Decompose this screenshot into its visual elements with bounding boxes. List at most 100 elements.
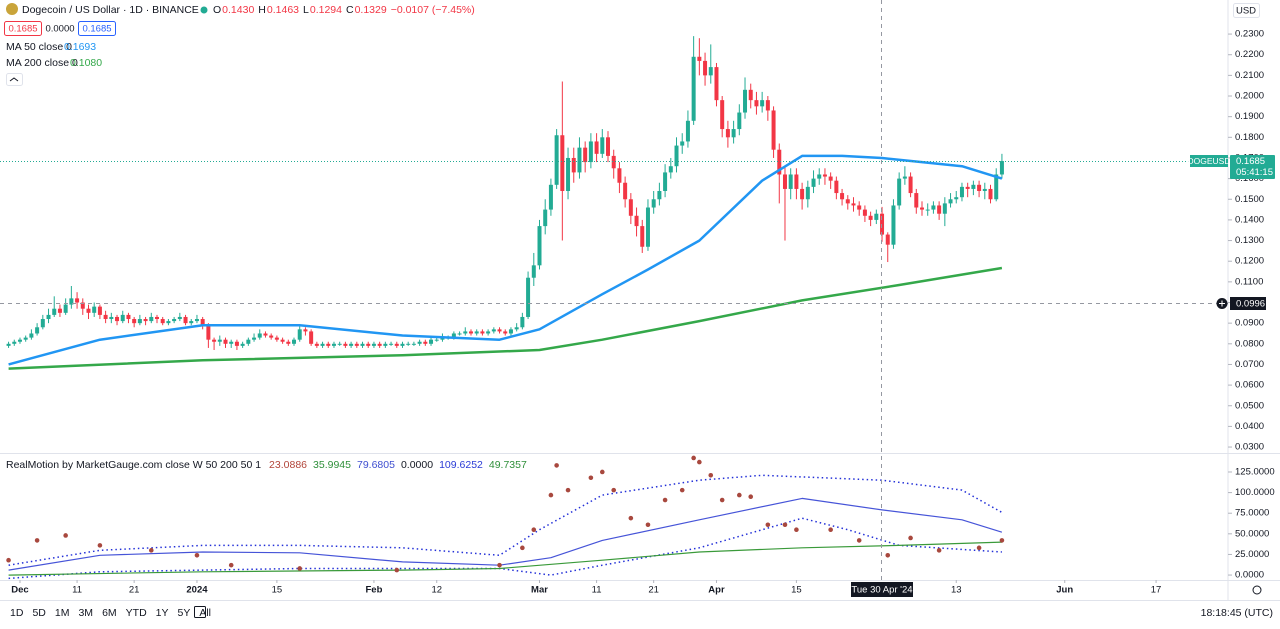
y-tick-label: 0.1500 [1235,194,1264,205]
dot [297,566,303,571]
ohlc-value: 0.1294 [310,4,342,16]
candle-body [720,100,725,130]
dot [748,494,754,500]
symbol-title[interactable]: Dogecoin / US Dollar · 1D · BINANCE [22,4,199,16]
y-tick-label: 25.0000 [1235,549,1269,560]
y-tick-label: 0.1800 [1235,132,1264,143]
candle-body [902,176,907,179]
dot [708,472,714,478]
line [8,154,1003,366]
crosshair-date-bg [851,582,913,597]
candle-body [217,339,222,342]
candle-body [537,226,542,266]
collapse-legend[interactable] [6,73,23,86]
indicator-value: 0.0000 [401,459,433,471]
crosshair-price-bg [1230,297,1266,310]
candle-body [999,161,1004,175]
indicator-title[interactable]: RealMotion by MarketGauge.com close W 50… [6,459,261,471]
x-tick-label: Jun [1056,585,1073,596]
price-box[interactable] [4,21,42,36]
market-status [200,6,208,14]
candle-body [377,343,382,346]
candle-body [617,168,622,183]
range-button[interactable]: 3M [78,607,93,619]
candle-body [23,337,28,340]
range-button[interactable]: 1Y [156,607,169,619]
candle-body [474,331,479,334]
dot [679,487,685,493]
candle-body [606,137,611,156]
candle-body [977,184,982,192]
dot [828,527,833,533]
x-tick-label: 21 [129,585,140,596]
candle-body [600,137,605,154]
dot [765,522,771,528]
candle-body [782,174,787,189]
indicator-value: 35.9945 [313,459,351,471]
candle-body [817,174,822,179]
candle-body [714,67,719,101]
y-tick-label: 75.0000 [1235,508,1269,519]
x-tick-label: 12 [431,585,442,596]
candle-body [331,343,336,346]
candle-body [132,319,137,324]
candle-body [314,343,319,346]
dot [782,522,788,528]
candle-body [497,329,502,332]
ohlc-label: C [346,4,354,16]
dot [34,538,40,543]
candle-body [343,343,348,346]
y-tick-label: 0.1200 [1235,256,1264,267]
candle-body [223,339,228,344]
range-button[interactable]: 1M [55,607,70,619]
ma-legend[interactable]: MA 50 close 0 [6,41,72,53]
range-button[interactable]: 5D [32,607,46,619]
candle-body [971,184,976,189]
candle-body [674,145,679,167]
candle-body [959,186,964,198]
y-tick-label: 0.2200 [1235,49,1264,60]
ma-legend[interactable]: MA 200 close 0 [6,57,78,69]
candle-body [57,308,62,313]
range-button[interactable]: 6M [102,607,117,619]
candle-body [411,343,416,345]
candle-body [571,157,576,173]
x-tick-label: Mar [531,585,548,596]
y-tick-label: 0.0600 [1235,380,1264,391]
candle-body [103,314,108,320]
y-tick-label: 0.2300 [1235,29,1264,40]
candle-body [126,314,131,320]
candle-body [52,308,57,315]
dot [611,487,617,493]
clock[interactable]: 18:18:45 (UTC) [1201,607,1273,619]
dot [194,552,200,558]
candle-body [417,341,422,344]
candle-body [531,265,536,278]
calendar-icon[interactable] [194,606,206,618]
dot [645,522,651,528]
currency-button[interactable] [1233,3,1260,18]
range-button[interactable]: 1D [10,607,24,619]
candle-body [914,193,919,208]
candle-body [109,316,114,320]
candle-body [794,174,799,189]
price-box[interactable] [78,21,116,36]
candle-body [771,110,776,150]
candle-body [743,89,748,113]
settings-icon[interactable] [1252,585,1262,595]
candle-body [177,316,182,320]
candle-body [765,100,770,111]
candle-body [63,304,68,313]
range-button[interactable]: 5Y [178,607,191,619]
candle-body [257,333,262,338]
candle-body [137,319,142,324]
candle-body [503,331,508,334]
range-button[interactable]: YTD [126,607,147,619]
candle-body [69,298,74,305]
candle-body [143,319,148,322]
x-tick-label: 11 [72,585,82,596]
candle-body [805,186,810,200]
candle-body [862,209,867,216]
dot [588,475,594,481]
y-tick-label: 50.0000 [1235,528,1269,539]
